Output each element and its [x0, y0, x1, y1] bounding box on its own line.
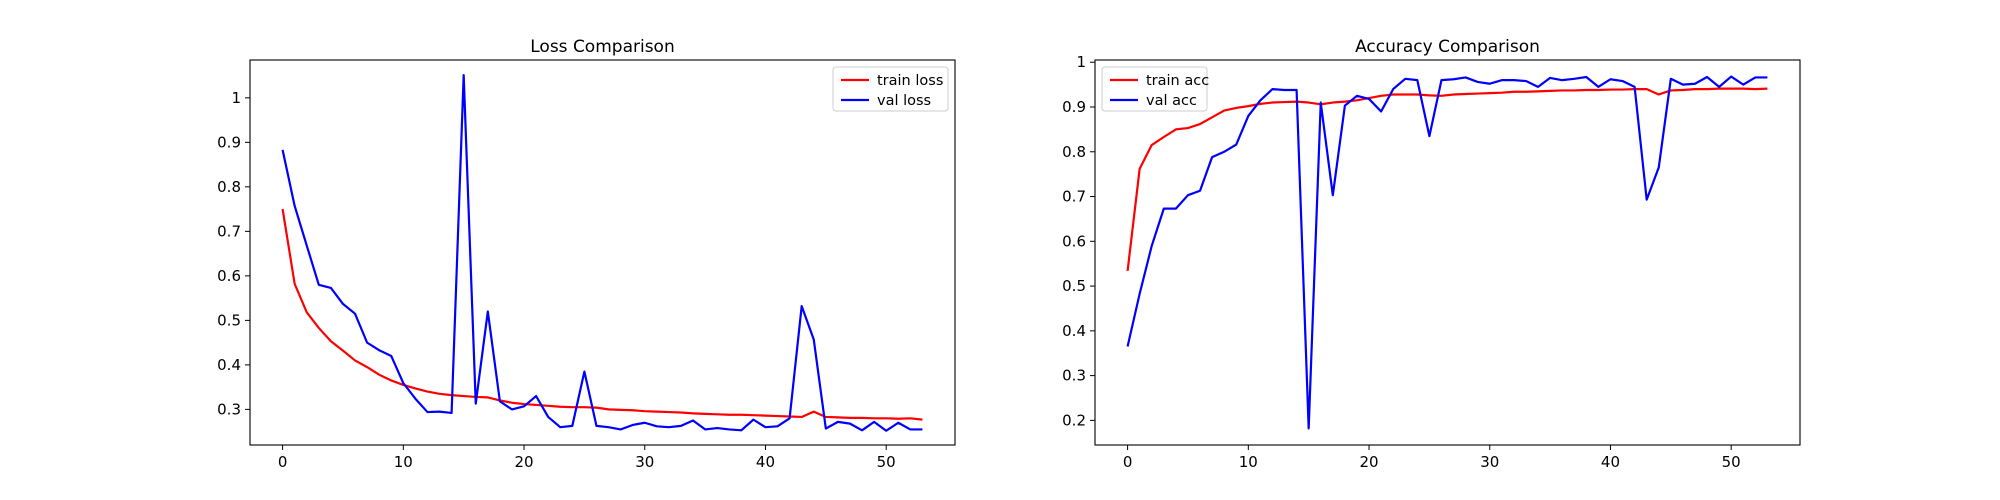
- x-tick-label: 30: [635, 453, 654, 471]
- x-tick-label: 50: [1722, 453, 1741, 471]
- plot-lines: [1126, 75, 1768, 430]
- y-tick-label: 0.8: [217, 178, 241, 196]
- y-tick-label: 0.9: [1062, 98, 1086, 116]
- x-tick-label: 40: [1601, 453, 1620, 471]
- legend: train acc val acc: [1101, 66, 1209, 112]
- y-axis-ticks: 0.3 0.4 0.5 0.6 0.7 0.8 0.9 1: [217, 89, 250, 418]
- y-tick-label: 0.6: [217, 267, 241, 285]
- legend-label: train loss: [877, 73, 943, 89]
- chart-title: Accuracy Comparison: [1355, 37, 1540, 57]
- y-tick-label: 0.7: [217, 222, 241, 240]
- plot-area-frame: [1094, 59, 1801, 446]
- y-tick-label: 0.2: [1062, 411, 1086, 429]
- loss-comparison-chart: Loss Comparison 0 10 20 30 40 50 0.3 0.4 0.5 0.6…: [217, 37, 956, 471]
- y-axis-ticks: 0.2 0.3 0.4 0.5 0.6 0.7 0.8 0.9 1: [1062, 53, 1095, 429]
- legend: train loss val loss: [832, 66, 949, 112]
- x-tick-label: 0: [1123, 453, 1133, 471]
- x-axis-ticks: 0 10 20 30 40 50: [1123, 445, 1741, 471]
- chart-title: Loss Comparison: [530, 37, 674, 57]
- accuracy-comparison-chart: Accuracy Comparison 0 10 20 30 40 50 0.20.30.…: [1062, 37, 1801, 471]
- x-tick-label: 20: [514, 453, 533, 471]
- y-tick-label: 1: [231, 89, 241, 107]
- x-tick-label: 40: [756, 453, 775, 471]
- legend-label: val acc: [1146, 93, 1197, 109]
- series-line: [281, 208, 923, 421]
- x-tick-label: 50: [877, 453, 896, 471]
- legend-label: val loss: [877, 93, 931, 109]
- y-tick-label: 0.4: [217, 356, 241, 374]
- y-tick-label: 0.6: [1062, 232, 1086, 250]
- series-line: [281, 74, 923, 432]
- series-line: [1126, 75, 1768, 430]
- plot-lines: [281, 74, 923, 432]
- x-tick-label: 10: [1239, 453, 1258, 471]
- y-tick-label: 0.8: [1062, 143, 1086, 161]
- x-tick-label: 30: [1480, 453, 1499, 471]
- y-tick-label: 0.3: [217, 400, 241, 418]
- y-tick-label: 0.3: [1062, 367, 1086, 385]
- y-tick-label: 0.5: [1062, 277, 1086, 295]
- plot-area-frame: [249, 59, 956, 446]
- x-tick-label: 20: [1359, 453, 1378, 471]
- y-tick-label: 0.7: [1062, 188, 1086, 206]
- y-tick-label: 0.4: [1062, 322, 1086, 340]
- x-tick-label: 0: [278, 453, 288, 471]
- y-tick-label: 0.5: [217, 311, 241, 329]
- x-tick-label: 10: [394, 453, 413, 471]
- legend-label: train acc: [1146, 73, 1209, 89]
- series-line: [1126, 87, 1768, 271]
- y-tick-label: 0.9: [217, 133, 241, 151]
- x-axis-ticks: 0 10 20 30 40 50: [278, 445, 896, 471]
- y-tick-label: 1: [1076, 53, 1086, 71]
